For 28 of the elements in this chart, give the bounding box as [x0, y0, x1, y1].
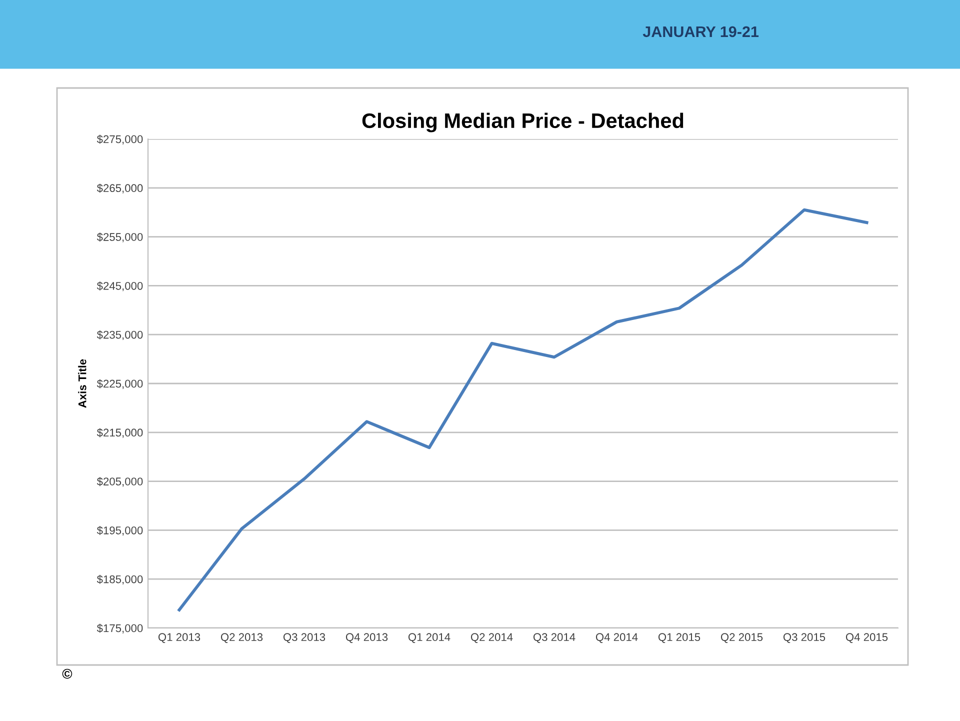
x-tick-label: Q4 2015 [846, 633, 888, 644]
y-tick-label: $265,000 [96, 184, 143, 194]
y-tick-label: $245,000 [96, 282, 143, 292]
y-tick-label: $235,000 [96, 330, 143, 340]
line-series [178, 208, 868, 612]
y-tick-label: $255,000 [96, 232, 143, 242]
x-tick-label: Q3 2015 [783, 633, 826, 644]
y-tick-label: $225,000 [96, 379, 143, 389]
x-tick-label: Q2 2015 [720, 633, 763, 644]
y-tick-label: $215,000 [96, 428, 143, 438]
text: © [62, 668, 72, 679]
x-tick-label: Q2 2013 [220, 633, 263, 644]
y-tick-label: $175,000 [96, 624, 143, 634]
x-tick-label: Q4 2013 [346, 633, 388, 644]
y-axis-title: Axis Title [78, 359, 86, 408]
x-tick-label: Q4 2014 [596, 633, 638, 644]
chart-title: Closing Median Price - Detached [362, 112, 684, 132]
x-tick-label: Q1 2014 [408, 633, 450, 644]
x-tick-label: Q1 2013 [158, 633, 200, 644]
x-tick-label: Q1 2015 [658, 633, 700, 644]
y-tick-label: $275,000 [96, 134, 143, 144]
y-tick-label: $205,000 [96, 477, 143, 487]
y-tick-label: $195,000 [96, 526, 143, 536]
text: JANUARY 19-21 [642, 26, 759, 38]
x-tick-label: Q2 2014 [470, 633, 513, 644]
y-tick-label: $185,000 [96, 574, 143, 585]
x-tick-label: Q3 2013 [283, 633, 326, 644]
x-tick-label: Q3 2014 [533, 633, 576, 644]
